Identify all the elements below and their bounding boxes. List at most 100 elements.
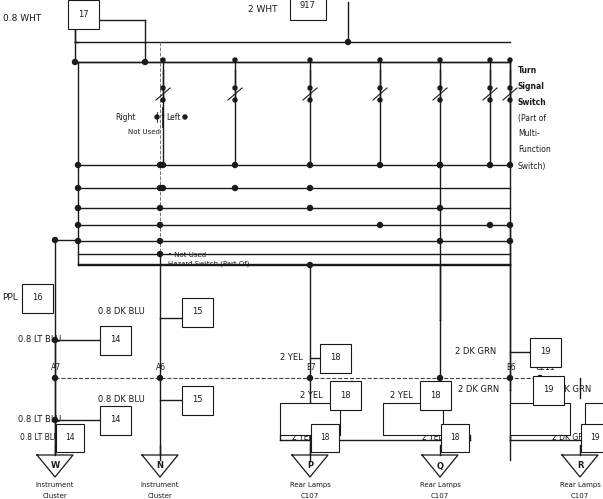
Text: 2 DK GRN: 2 DK GRN — [550, 386, 592, 395]
Text: 2 YEL: 2 YEL — [300, 391, 323, 400]
Bar — [510, 403, 570, 435]
Text: Not Used: Not Used — [128, 129, 160, 135]
Circle shape — [508, 376, 513, 381]
Circle shape — [161, 58, 165, 62]
Text: 2 YEL: 2 YEL — [390, 391, 412, 400]
Circle shape — [72, 59, 78, 64]
Circle shape — [308, 98, 312, 102]
Circle shape — [508, 58, 512, 62]
Text: A6: A6 — [156, 363, 166, 372]
Text: Stepside: Stepside — [396, 407, 429, 416]
Bar — [280, 403, 340, 435]
Circle shape — [52, 418, 57, 423]
Text: 2 DK GRN: 2 DK GRN — [552, 434, 589, 443]
Circle shape — [438, 98, 442, 102]
Circle shape — [75, 223, 80, 228]
Text: 0.8 DK BLU: 0.8 DK BLU — [98, 307, 145, 316]
Text: 2 YEL: 2 YEL — [423, 434, 443, 443]
Text: Stepside: Stepside — [598, 407, 603, 416]
Bar — [585, 403, 603, 435]
Circle shape — [233, 58, 237, 62]
Text: • Not Used: • Not Used — [168, 252, 206, 258]
Circle shape — [438, 239, 443, 244]
Circle shape — [142, 59, 148, 64]
Circle shape — [233, 186, 238, 191]
Circle shape — [233, 163, 238, 168]
Text: 0.8 WHT: 0.8 WHT — [3, 14, 41, 23]
Circle shape — [161, 98, 165, 102]
Text: 2 YEL: 2 YEL — [292, 434, 313, 443]
Text: Hazard Switch (Part Of): Hazard Switch (Part Of) — [168, 261, 250, 267]
Text: Left: Left — [166, 112, 180, 121]
Circle shape — [438, 58, 442, 62]
Text: 15: 15 — [192, 307, 203, 316]
Text: Rear Lamps: Rear Lamps — [289, 482, 330, 488]
Text: 19: 19 — [590, 434, 599, 443]
Circle shape — [378, 98, 382, 102]
Text: Switch: Switch — [518, 97, 547, 106]
Text: R: R — [576, 462, 583, 471]
Text: P: P — [307, 462, 313, 471]
Circle shape — [438, 163, 443, 168]
Circle shape — [308, 376, 312, 381]
Text: Function: Function — [518, 146, 551, 155]
Text: Rear Lamps: Rear Lamps — [420, 482, 461, 488]
Text: E6: E6 — [506, 363, 516, 372]
Circle shape — [157, 239, 162, 244]
Text: Signal: Signal — [518, 81, 545, 90]
Text: 2 WHT: 2 WHT — [248, 5, 277, 14]
Text: Pickup: Pickup — [400, 421, 426, 430]
Text: A7: A7 — [51, 363, 61, 372]
Text: 0.8 DK BLU: 0.8 DK BLU — [98, 396, 145, 405]
Text: Rear Lamps: Rear Lamps — [560, 482, 601, 488]
Text: 2 DK GRN: 2 DK GRN — [455, 347, 496, 356]
Text: C107: C107 — [431, 493, 449, 499]
Text: Cluster: Cluster — [148, 493, 172, 499]
Text: 16: 16 — [32, 293, 43, 302]
Text: 14: 14 — [110, 416, 121, 425]
Text: 0.8 LT BLU: 0.8 LT BLU — [18, 416, 62, 425]
Circle shape — [378, 86, 382, 90]
Circle shape — [438, 163, 443, 168]
Text: 917: 917 — [300, 0, 316, 9]
Text: N: N — [157, 462, 163, 471]
Circle shape — [308, 86, 312, 90]
Text: 18: 18 — [320, 434, 329, 443]
Text: C211: C211 — [536, 363, 555, 372]
Circle shape — [161, 86, 165, 90]
Circle shape — [308, 186, 312, 191]
Circle shape — [157, 223, 162, 228]
Circle shape — [537, 376, 543, 381]
Text: W: W — [51, 462, 60, 471]
Circle shape — [488, 86, 492, 90]
Circle shape — [488, 98, 492, 102]
Circle shape — [508, 98, 512, 102]
Text: Cluster: Cluster — [43, 493, 68, 499]
Text: PPL: PPL — [2, 293, 17, 302]
Circle shape — [75, 186, 80, 191]
Circle shape — [308, 206, 312, 211]
Circle shape — [157, 376, 162, 381]
Circle shape — [183, 115, 187, 119]
Text: 2 YEL: 2 YEL — [280, 353, 303, 362]
Circle shape — [52, 376, 57, 381]
Text: Instrument: Instrument — [36, 482, 74, 488]
Text: 0.8 LT BLU: 0.8 LT BLU — [18, 335, 62, 344]
Circle shape — [233, 86, 237, 90]
Circle shape — [157, 251, 162, 256]
Circle shape — [52, 337, 57, 342]
Circle shape — [508, 163, 513, 168]
Text: Pickup: Pickup — [528, 421, 552, 430]
Circle shape — [378, 58, 382, 62]
Circle shape — [508, 223, 513, 228]
Text: 18: 18 — [330, 353, 341, 362]
Text: C107: C107 — [571, 493, 589, 499]
Text: Switch): Switch) — [518, 162, 546, 171]
Circle shape — [438, 206, 443, 211]
Circle shape — [346, 39, 350, 44]
Text: C107: C107 — [301, 493, 319, 499]
Text: 0.8 LT BLU: 0.8 LT BLU — [20, 434, 59, 443]
Text: 14: 14 — [110, 335, 121, 344]
Circle shape — [438, 86, 442, 90]
Circle shape — [487, 163, 493, 168]
